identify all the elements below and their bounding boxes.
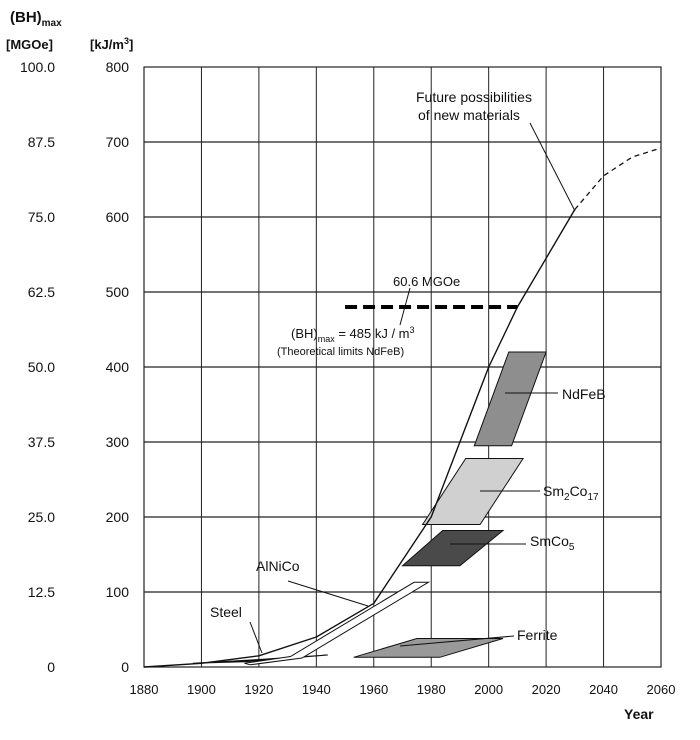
y-tick-label-kj: 0 xyxy=(121,659,129,675)
y-tick-label-mgoe: 0 xyxy=(47,659,55,675)
curves xyxy=(143,147,662,668)
y-tick-label-mgoe: 25.0 xyxy=(28,509,55,525)
x-tick-label: 2040 xyxy=(589,682,618,697)
leader-lines xyxy=(249,122,576,654)
y-tick-label-mgoe: 87.5 xyxy=(28,134,55,150)
y-tick-label-mgoe: 75.0 xyxy=(28,209,55,225)
y-tick-label-mgoe: 37.5 xyxy=(28,434,55,450)
x-tick-label: 2000 xyxy=(474,682,503,697)
y-tick-label-kj: 600 xyxy=(106,209,130,225)
steel-label: Steel xyxy=(210,604,242,620)
y-tick-labels-mgoe: 0 12.5 25.0 37.5 50.0 62.5 75.0 87.5 100.0 xyxy=(20,59,55,675)
material-ndfeb xyxy=(473,351,547,447)
material-steel xyxy=(192,654,328,664)
y-tick-label-kj: 800 xyxy=(106,59,130,75)
x-tick-label: 1980 xyxy=(417,682,446,697)
future-curve xyxy=(574,147,662,210)
y-tick-label-mgoe: 62.5 xyxy=(28,284,55,300)
y-tick-label-kj: 700 xyxy=(106,134,130,150)
leader-alnico xyxy=(287,580,369,607)
y-tick-label-mgoe: 12.5 xyxy=(28,584,55,600)
smco5-label: SmCo5 xyxy=(530,533,575,553)
leader-future xyxy=(529,122,576,212)
x-tick-label: 2060 xyxy=(647,682,676,697)
x-tick-label: 1900 xyxy=(187,682,216,697)
ndfeb-label: NdFeB xyxy=(562,386,606,402)
material-ferrite xyxy=(353,638,504,658)
future-label-line1: Future possibilities xyxy=(416,89,532,105)
y-tick-label-mgoe: 50.0 xyxy=(28,359,55,375)
grid xyxy=(144,67,661,667)
limit-note-label: (Theoretical limits NdFeB) xyxy=(277,346,404,358)
material-smco5 xyxy=(401,530,505,567)
units-kj: [kJ/m3] xyxy=(90,36,133,52)
material-regions xyxy=(192,351,547,666)
x-tick-label: 2020 xyxy=(532,682,561,697)
y-tick-label-kj: 500 xyxy=(106,284,130,300)
x-tick-label: 1920 xyxy=(244,682,273,697)
y-tick-labels-kj: 0 100 200 300 400 500 600 700 800 xyxy=(106,59,130,675)
x-tick-labels: 1880 1900 1920 1940 1960 1980 2000 2020 2040 2060 xyxy=(130,682,676,697)
sm2co17-label: Sm2Co17 xyxy=(543,483,599,503)
x-axis-title: Year xyxy=(624,706,654,722)
y-tick-label-mgoe: 100.0 xyxy=(20,59,55,75)
x-tick-label: 1940 xyxy=(302,682,331,697)
leader-steel xyxy=(249,621,263,654)
future-label-line2: of new materials xyxy=(418,107,520,123)
trend-curve xyxy=(143,209,576,668)
x-tick-label: 1880 xyxy=(130,682,159,697)
y-axis-title: (BH)max xyxy=(10,9,62,29)
limit-kj-label: (BH)max = 485 kJ / m3 xyxy=(291,325,415,344)
y-tick-label-kj: 200 xyxy=(106,509,130,525)
y-tick-label-kj: 100 xyxy=(106,584,130,600)
ferrite-label: Ferrite xyxy=(517,627,558,643)
units-mgoe: [MGOe] xyxy=(6,37,53,52)
material-alnico xyxy=(244,581,431,666)
limit-mgoe-label: 60.6 MGOe xyxy=(393,274,460,289)
material-sm2co17 xyxy=(421,458,525,525)
leader-limit xyxy=(399,287,411,326)
y-tick-label-kj: 400 xyxy=(106,359,130,375)
x-tick-label: 1960 xyxy=(359,682,388,697)
alnico-label: AlNiCo xyxy=(256,558,300,574)
leader-ferrite xyxy=(399,635,515,647)
y-tick-label-kj: 300 xyxy=(106,434,130,450)
